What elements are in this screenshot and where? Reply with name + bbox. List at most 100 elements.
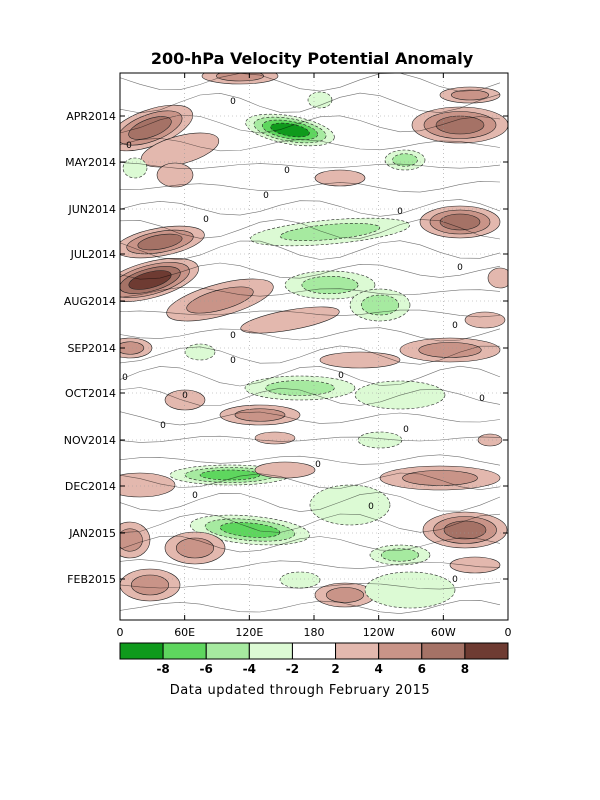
chart-title: 200-hPa Velocity Potential Anomaly [151,49,474,68]
x-tick-label: 120W [363,626,395,639]
colorbar-swatch [335,642,380,660]
contour-label: 0 [126,141,132,151]
contour-label: 0 [452,321,458,331]
x-axis: 0 60E 120E 180 120W 60W 0 [117,73,512,639]
contour-line [120,582,501,590]
positive-anomaly [137,233,183,251]
positive-anomaly [128,116,172,140]
contour-line [120,599,501,614]
positive-anomaly [487,267,508,289]
colorbar-swatch [205,642,250,660]
positive-anomaly [450,89,490,101]
positive-anomaly [325,587,365,603]
positive-anomaly [240,306,340,334]
positive-anomaly [254,461,316,479]
x-tick-label: 0 [117,626,124,639]
negative-anomaly [309,484,391,526]
contour-label: 0 [452,575,458,585]
contour-label: 0 [182,391,188,401]
colorbar-label: -8 [156,662,169,676]
positive-anomaly [477,433,503,447]
colorbar-label: -2 [286,662,299,676]
y-tick-label: DEC2014 [65,480,116,493]
contour-line [120,387,501,406]
contour-line [120,180,501,193]
y-tick-label: MAY2014 [65,156,116,169]
contour-label: 0 [457,263,463,273]
x-tick-label: 0 [505,626,512,639]
contour-line [120,92,501,114]
contour-label: 0 [338,371,344,381]
colorbar-label: 4 [374,662,382,676]
y-tick-label: SEP2014 [67,342,116,355]
footer-note: Data updated through February 2015 [169,683,431,698]
contour-label: 0 [403,425,409,435]
colorbar-swatch [421,642,466,660]
positive-anomaly [130,574,170,596]
contour-lines: 0 0 0 0 0 0 0 0 0 0 0 0 0 0 0 0 0 0 0 0 [120,73,501,614]
contour-line [120,411,501,426]
contour-line [120,491,501,512]
negative-anomaly [279,223,381,241]
negative-anomaly [270,122,310,138]
contour-label: 0 [160,421,166,431]
positive-anomaly [319,351,401,369]
contour-line [120,559,501,571]
contour-line [120,472,501,491]
colorbar-label: 8 [461,662,469,676]
contour-label: 0 [230,356,236,366]
y-tick-label: FEB2015 [67,573,116,586]
negative-anomaly [360,294,400,316]
contour-label: 0 [230,97,236,107]
positive-anomaly [402,470,478,486]
contour-line [120,199,501,217]
y-tick-label: OCT2014 [65,387,116,400]
positive-anomaly [215,73,265,82]
contour-line [120,262,501,280]
contour-line [120,512,501,533]
y-tick-label: JUL2014 [70,248,116,261]
zero-contours: 0 0 0 0 0 0 0 0 0 0 0 0 0 0 0 0 0 0 0 0 [120,73,501,614]
contour-line [120,162,501,169]
contour-label: 0 [192,491,198,501]
positive-anomaly [128,270,172,290]
contour-label: 0 [315,460,321,470]
grid-lines [120,73,508,620]
contour-line [120,535,501,553]
positive-anomaly [120,528,143,552]
colorbar-swatch [291,642,337,660]
colorbar-swatch [378,642,423,660]
contour-label: 0 [263,191,269,201]
negative-anomaly [122,157,148,179]
negative-anomaly [307,91,333,109]
positive-anomaly [443,520,487,540]
colorbar-swatch [464,642,509,660]
colorbar-label: 2 [331,662,339,676]
negative-anomaly [199,469,261,481]
contour-line [120,218,501,240]
contour-label: 0 [203,215,209,225]
negative-anomaly [364,571,456,609]
positive-anomaly [439,213,481,231]
contour-line [120,454,501,466]
contour-line [120,73,501,92]
positive-anomaly [418,342,482,358]
colorbar-label: 6 [418,662,426,676]
positive-anomaly [314,169,366,187]
negative-anomaly [184,343,216,361]
x-tick-label: 180 [304,626,325,639]
positive-anomaly [254,431,296,445]
colorbar-label: -4 [243,662,256,676]
x-tick-label: 60W [431,626,456,639]
colorbar-swatch [119,642,164,660]
contour-line [120,137,501,152]
positive-anomaly [175,537,215,559]
contour-line [120,287,501,298]
contour-label: 0 [230,331,236,341]
contour-label: 0 [479,394,485,404]
contour-line [120,365,501,387]
positive-anomaly [156,162,194,188]
contour-line [120,345,500,365]
contour-line [120,240,501,261]
